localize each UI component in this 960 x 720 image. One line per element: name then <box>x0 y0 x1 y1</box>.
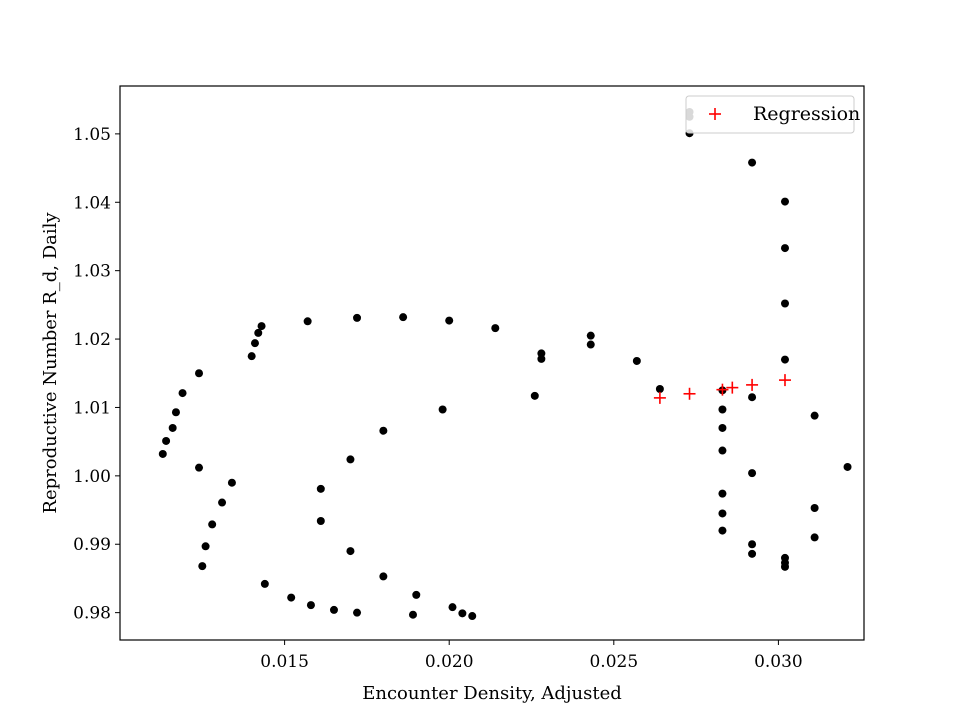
y-axis-label: Reproductive Number R_d, Daily <box>40 212 61 514</box>
y-tick-label: 1.01 <box>73 398 111 418</box>
data-point <box>718 526 727 535</box>
data-point <box>195 369 204 378</box>
data-point <box>287 593 296 602</box>
data-point <box>254 328 263 337</box>
y-axis-ticks: 0.98 0.99 1.00 1.01 1.02 1.03 1.04 1.05 <box>73 125 120 624</box>
data-marks <box>158 107 852 621</box>
data-point <box>316 484 325 493</box>
data-point <box>458 609 467 618</box>
regression-point <box>746 378 759 391</box>
regression-point <box>716 383 729 396</box>
data-point <box>718 509 727 518</box>
data-point <box>718 423 727 432</box>
data-point <box>655 384 664 393</box>
legend: Regression <box>685 95 860 134</box>
data-point <box>250 339 259 348</box>
data-point <box>632 356 641 365</box>
regression-point <box>726 381 739 394</box>
data-point <box>306 601 315 610</box>
data-point <box>748 549 757 558</box>
data-point <box>399 313 408 322</box>
data-point <box>468 612 477 621</box>
regression-point <box>778 374 791 387</box>
data-point <box>718 405 727 414</box>
x-tick-label: 0.020 <box>425 652 474 672</box>
data-point <box>537 354 546 363</box>
data-point <box>379 572 388 581</box>
data-point <box>257 322 266 331</box>
data-point <box>718 446 727 455</box>
data-point <box>748 540 757 549</box>
data-point <box>843 462 852 471</box>
x-tick-label: 0.030 <box>754 652 803 672</box>
regression-point <box>683 387 696 400</box>
data-point <box>810 411 819 420</box>
data-point <box>316 516 325 525</box>
data-point <box>346 547 355 556</box>
y-tick-label: 1.05 <box>73 125 111 145</box>
plot-frame <box>119 85 865 641</box>
data-point <box>810 533 819 542</box>
x-axis-ticks: 0.015 0.020 0.025 0.030 <box>260 640 803 672</box>
data-point <box>412 590 421 599</box>
data-point <box>178 389 187 398</box>
data-point <box>353 313 362 322</box>
data-point <box>379 426 388 435</box>
regression-point <box>653 391 666 404</box>
data-point <box>408 610 417 619</box>
y-tick-label: 1.03 <box>73 262 111 282</box>
data-point <box>780 355 789 364</box>
data-point <box>227 478 236 487</box>
data-point <box>158 449 167 458</box>
y-tick-label: 0.98 <box>73 604 111 624</box>
data-point <box>303 317 312 326</box>
data-point <box>353 608 362 617</box>
data-point <box>748 158 757 167</box>
data-point <box>586 331 595 340</box>
data-point <box>780 244 789 253</box>
data-point <box>260 579 269 588</box>
y-tick-label: 1.02 <box>73 330 111 350</box>
data-point <box>162 436 171 445</box>
data-point <box>748 469 757 478</box>
legend-label-regression: Regression <box>753 103 860 125</box>
data-point <box>346 455 355 464</box>
data-point <box>780 299 789 308</box>
data-point <box>780 197 789 206</box>
data-point <box>530 391 539 400</box>
data-point <box>810 503 819 512</box>
x-axis-label: Encounter Density, Adjusted <box>362 683 622 704</box>
legend-marker-regression <box>709 108 721 120</box>
data-point <box>195 463 204 472</box>
data-point <box>445 316 454 325</box>
data-point <box>247 352 256 361</box>
data-point <box>208 520 217 529</box>
data-point <box>329 605 338 614</box>
data-point <box>171 408 180 417</box>
data-point <box>718 489 727 498</box>
legend-box <box>685 95 855 134</box>
y-tick-label: 0.99 <box>73 535 111 555</box>
x-tick-label: 0.025 <box>589 652 638 672</box>
data-point <box>586 340 595 349</box>
x-tick-label: 0.015 <box>260 652 309 672</box>
data-point <box>218 498 227 507</box>
data-point <box>780 562 789 571</box>
data-point <box>201 542 210 551</box>
data-point <box>198 562 207 571</box>
data-point <box>448 603 457 612</box>
data-point <box>537 349 546 358</box>
data-point <box>438 405 447 414</box>
y-tick-label: 1.04 <box>73 193 111 213</box>
data-point <box>168 423 177 432</box>
data-point <box>491 324 500 333</box>
data-point <box>748 393 757 402</box>
y-tick-label: 1.00 <box>73 467 111 487</box>
